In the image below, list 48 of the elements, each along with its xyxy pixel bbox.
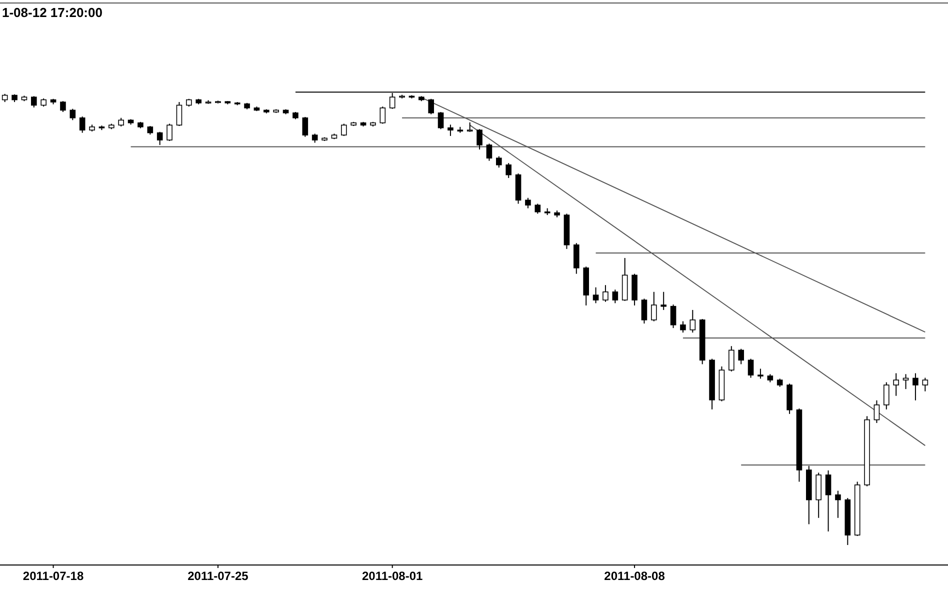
candlestick: [902, 374, 909, 390]
candlestick: [758, 368, 764, 380]
candlestick: [641, 298, 648, 324]
candlestick: [486, 143, 492, 162]
x-tick-label: 2011-07-25: [188, 569, 249, 583]
candlestick: [525, 197, 531, 209]
candlestick: [438, 111, 444, 130]
candlestick: [312, 133, 318, 144]
x-tick-label: 2011-07-18: [22, 569, 84, 583]
candlestick: [466, 122, 473, 132]
candlestick: [660, 291, 666, 310]
candlestick: [874, 400, 880, 424]
candlestick: [79, 116, 86, 134]
candlestick: [748, 358, 754, 378]
candlestick: [156, 131, 163, 146]
candlestick: [835, 490, 841, 518]
candlestick: [380, 106, 386, 124]
x-tick-label: 2011-08-08: [604, 569, 666, 583]
candlestick: [534, 203, 541, 214]
candlestick: [690, 309, 696, 334]
candlestick: [476, 128, 482, 150]
candlestick: [893, 372, 899, 396]
candlestick: [651, 291, 657, 322]
candlestick: [602, 284, 608, 302]
candlestick: [825, 470, 832, 532]
candlestick: [70, 108, 76, 121]
candlestick: [574, 242, 580, 274]
candlestick: [738, 348, 744, 365]
candlestick: [592, 286, 599, 304]
candlestick: [166, 123, 172, 142]
candlestick: [448, 124, 454, 136]
candlestick: [60, 100, 66, 112]
candlestick: [341, 123, 347, 136]
chart-title: 1-08-12 17:20:00: [2, 5, 102, 20]
candlestick: [428, 98, 434, 115]
candlestick: [728, 346, 734, 372]
x-tick-label: 2011-08-01: [362, 569, 424, 583]
candlestick: [176, 102, 182, 126]
candlestick: [680, 320, 686, 334]
candlestick: [612, 289, 618, 304]
candlestick: [31, 96, 37, 108]
candlestick: [670, 304, 676, 329]
candlestick: [506, 162, 512, 178]
candlestick: [302, 116, 308, 138]
candlestick: [884, 382, 890, 410]
candlestick: [912, 372, 918, 401]
candlestick: [496, 156, 502, 168]
candlestick: [922, 377, 928, 392]
